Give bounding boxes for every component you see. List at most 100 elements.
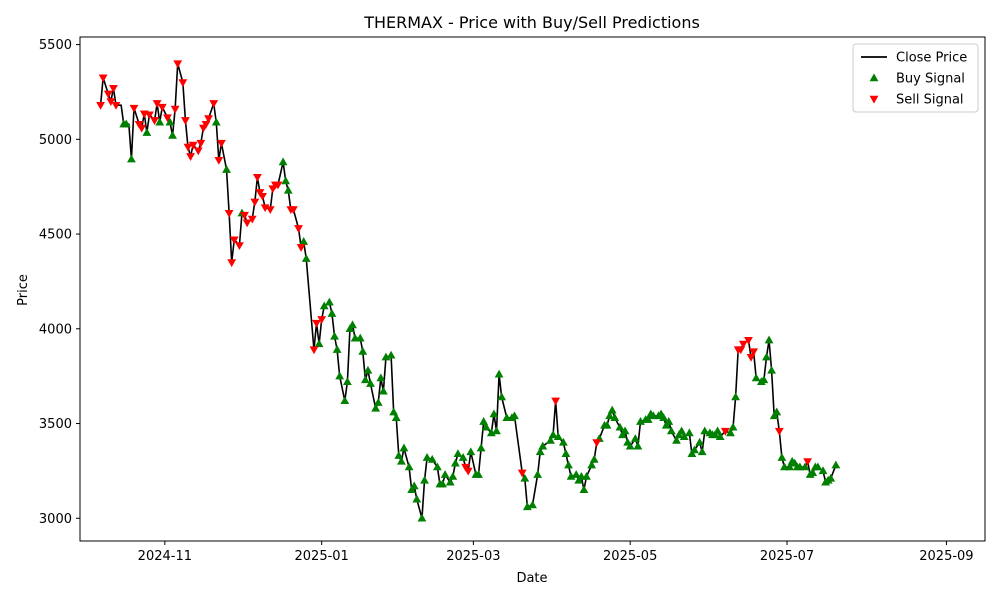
buy-signal-point	[432, 462, 442, 471]
sell-signal-point	[273, 181, 283, 190]
buy-signal-point	[579, 485, 589, 494]
buy-signal-point	[546, 435, 555, 444]
legend-label: Sell Signal	[896, 93, 964, 108]
buy-signal-point	[396, 456, 406, 465]
sell-signal-point	[803, 458, 812, 467]
sell-signal-point	[250, 198, 260, 207]
sell-signal-point	[106, 98, 116, 107]
sell-signal-point	[463, 467, 473, 476]
plot-frame	[79, 36, 986, 542]
sell-signal-point	[152, 100, 162, 108]
x-tick-label: 2025-07	[760, 549, 814, 564]
sell-signal-point	[186, 153, 195, 161]
buy-signal-point	[450, 458, 460, 467]
buy-signal-point	[700, 426, 710, 435]
buy-signal-point	[283, 185, 293, 194]
buy-signal-point	[510, 411, 519, 420]
buy-signal-point	[412, 494, 422, 503]
x-tick-label: 2025-01	[295, 549, 349, 564]
sell-signal-point	[145, 111, 154, 120]
sell-signal-point	[229, 236, 239, 245]
sell-signal-point	[720, 427, 730, 436]
buy-signal-point	[589, 454, 599, 463]
sell-signal-point	[201, 120, 211, 129]
buy-signal-point	[299, 237, 309, 245]
buy-signal-point	[553, 432, 563, 440]
x-axis-title: Date	[516, 571, 547, 586]
sell-signal-point	[288, 206, 298, 215]
buy-signal-point	[489, 409, 499, 418]
sell-signal-point	[214, 156, 224, 165]
buy-signal-point	[168, 130, 177, 139]
sell-signal-point	[170, 105, 180, 114]
x-tick-label: 2025-05	[603, 549, 657, 564]
buy-signal-point	[535, 447, 545, 456]
buy-signal-point	[677, 426, 687, 435]
buy-signal-point	[659, 413, 669, 422]
buy-signal-point	[466, 447, 476, 456]
y-tick-label: 3000	[39, 512, 72, 527]
buy-signal-point	[713, 426, 723, 435]
buy-signal-point	[679, 432, 689, 440]
buy-signal-point	[453, 449, 463, 458]
buy-signal-point	[330, 331, 339, 340]
buy-signal-point	[355, 333, 365, 342]
sell-signal-point	[109, 84, 118, 93]
sell-signal-point	[265, 206, 275, 215]
buy-signal-point	[684, 428, 694, 437]
buy-signal-point	[672, 435, 681, 444]
sell-signal-point	[749, 348, 759, 357]
y-tick-label: 3500	[39, 417, 72, 432]
buy-signal-point	[690, 445, 699, 454]
buy-signal-point	[301, 254, 311, 262]
buy-signal-point	[533, 470, 543, 478]
sell-signal-point	[111, 102, 121, 110]
y-tick-label: 5500	[39, 38, 72, 53]
sell-signal-point	[217, 139, 226, 148]
buy-signal-point	[366, 379, 375, 387]
buy-signal-point	[440, 470, 450, 478]
buy-signal-point	[764, 335, 774, 344]
buy-signal-point	[630, 434, 640, 442]
buy-signal-point	[587, 460, 597, 469]
sell-signal-point	[224, 210, 234, 218]
buy-signal-point	[376, 373, 386, 382]
sell-signal-point	[312, 319, 321, 328]
x-tick-label: 2025-09	[919, 549, 973, 564]
buy-signal-point	[165, 117, 175, 126]
sell-signal-point	[181, 117, 190, 125]
buy-signal-point	[643, 415, 653, 423]
buy-signal-point	[607, 405, 617, 414]
sell-signal-point	[196, 139, 206, 148]
buy-signal-point	[751, 373, 761, 382]
buy-signal-point	[399, 443, 409, 452]
buy-signal-point	[327, 309, 337, 317]
buy-signal-point	[348, 320, 357, 329]
buy-signal-point	[476, 443, 486, 452]
buy-signal-point	[332, 345, 342, 353]
sell-signal-point	[294, 225, 303, 233]
sell-signal-point	[296, 244, 306, 252]
buy-signal-point	[342, 377, 352, 386]
buy-signal-point	[324, 297, 334, 306]
sell-signal-point	[258, 192, 267, 201]
buy-signal-point	[664, 417, 674, 425]
buy-signal-point	[211, 117, 221, 126]
sell-signal-point	[736, 346, 746, 355]
buy-signal-point	[520, 473, 530, 482]
sell-signal-point	[744, 336, 753, 345]
chart-title: THERMAX - Price with Buy/Sell Prediction…	[363, 13, 700, 32]
buy-signal-point	[808, 468, 818, 476]
sell-signal-point	[137, 124, 147, 133]
buy-signal-point	[420, 475, 429, 484]
sell-signal-point	[247, 215, 257, 224]
buy-signal-point	[222, 165, 231, 173]
sell-signal-point	[150, 117, 159, 125]
sell-signal-point	[129, 104, 139, 113]
buy-signal-point	[497, 392, 507, 401]
buy-signal-point	[479, 417, 489, 425]
sell-signal-point	[98, 74, 108, 83]
buy-signal-point	[314, 339, 324, 348]
buy-signal-point	[481, 422, 491, 431]
buy-signal-point	[785, 462, 795, 471]
